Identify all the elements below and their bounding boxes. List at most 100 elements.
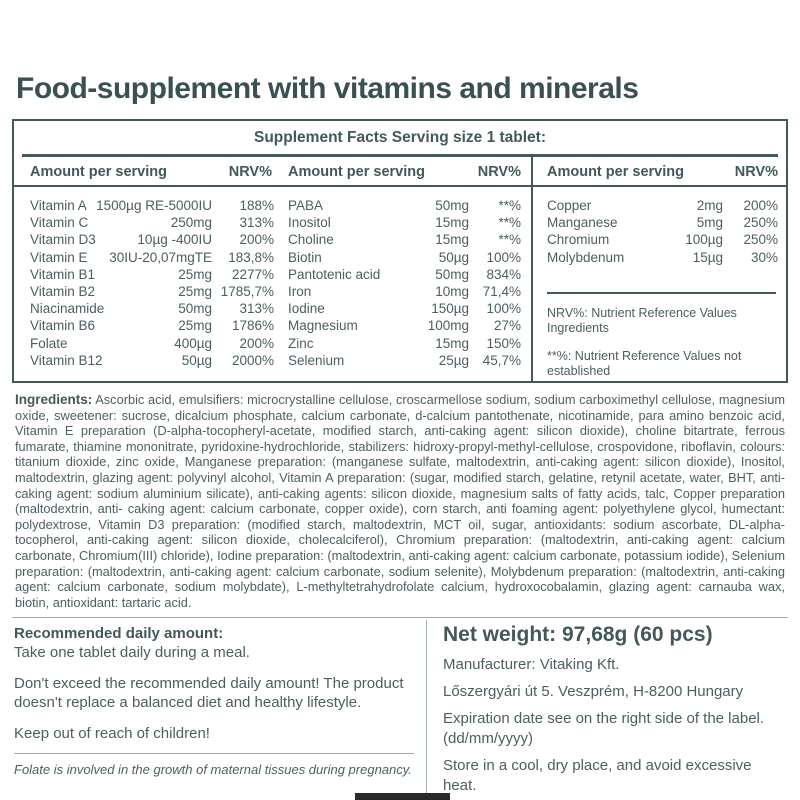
usage-column: Recommended daily amount: Take one table…: [12, 620, 426, 796]
nutrient-amount: 15mg: [435, 215, 469, 231]
facts-column-2: Amount per serving NRV% PABA 50mg **% Inosi…: [280, 157, 531, 381]
nutrient-amount: 25µg: [438, 352, 469, 368]
nutrient-amount: 50µg: [438, 249, 469, 265]
facts-column-3: Amount per serving NRV% Copper 2mg 200% Man…: [531, 157, 786, 382]
nutrient-amount: 50mg: [435, 198, 469, 213]
product-info-column: Net weight: 97,68g (60 pcs) Manufacturer…: [426, 620, 788, 797]
nutrient-amount: 50mg: [435, 266, 469, 282]
nutrient-row: Iron 10mg 71,4%: [280, 283, 531, 300]
amount-per-serving-header: Amount per serving: [547, 164, 684, 180]
nutrient-name: Chromium: [547, 232, 610, 248]
nutrient-amount: 15µg: [692, 249, 723, 265]
nutrient-nrv: 313%: [239, 301, 274, 317]
nutrient-amount: 5mg: [696, 215, 723, 231]
nutrient-nrv: 1785,7%: [220, 284, 274, 300]
nutrient-row: Pantotenic acid 50mg 834%: [280, 266, 531, 283]
nutrient-nrv: 30%: [750, 249, 778, 265]
nutrient-amount: 10mg: [435, 284, 469, 300]
nutrient-name: Vitamin B6: [30, 318, 96, 334]
nutrient-name: Niacinamide: [30, 301, 105, 317]
nutrient-row: Inositol 15mg **%: [280, 214, 531, 231]
nutrient-row: Vitamin B12 50µg 2000%: [14, 352, 280, 369]
bottom-section: Recommended daily amount: Take one table…: [12, 620, 788, 797]
page-title: Food-supplement with vitamins and minera…: [16, 72, 639, 105]
nutrient-row: Vitamin B2 25mg 1785,7%: [14, 283, 280, 300]
nutrient-row: Vitamin E 30IU-20,07mgTE 183,8%: [14, 249, 280, 266]
ingredients-paragraph: Ingredients: Ascorbic acid, emulsifiers:…: [15, 392, 785, 610]
nutrient-amount: 25mg: [178, 284, 212, 300]
nutrient-nrv: 27%: [493, 318, 521, 334]
nutrient-amount: 400µg: [174, 335, 212, 351]
nutrient-rows: Vitamin A 1500µg RE-5000IU 188% Vitamin C 25…: [14, 187, 280, 381]
facts-heading: Supplement Facts Serving size 1 tablet:: [254, 129, 546, 146]
expiration-note: Expiration date see on the right side of…: [443, 710, 765, 728]
nutrient-nrv: 250%: [743, 215, 778, 231]
nutrient-name: Vitamin C: [30, 215, 89, 231]
nutrient-amount: 50µg: [181, 352, 212, 368]
manufacturer: Manufacturer: Vitaking Kft.: [443, 656, 620, 674]
nutrient-amount: 15mg: [435, 335, 469, 351]
folate-note: Folate is involved in the growth of mate…: [14, 762, 412, 778]
nutrient-row: Zinc 15mg 150%: [280, 335, 531, 352]
nutrient-nrv: 100%: [486, 249, 521, 265]
nutrient-name: Manganese: [547, 215, 618, 231]
section-divider: [12, 617, 788, 619]
supplement-facts-table: Supplement Facts Serving size 1 tablet: …: [12, 119, 788, 384]
storage-note: Store in a cool, dry place, and avoid ex…: [443, 757, 752, 795]
nutrient-name: Zinc: [288, 335, 314, 351]
nutrient-row: Chromium 100µg 250%: [533, 231, 786, 248]
nutrient-name: Molybdenum: [547, 249, 625, 265]
nutrient-row: Magnesium 100mg 27%: [280, 317, 531, 334]
nutrient-amount: 100mg: [427, 318, 469, 334]
nutrient-name: Vitamin A: [30, 198, 87, 213]
nutrient-name: Biotin: [288, 249, 322, 265]
nutrient-row: Selenium 25µg 45,7%: [280, 352, 531, 369]
warning-text: Don't exceed the recommended daily amoun…: [14, 674, 404, 712]
ingredients-text: Ascorbic acid, emulsifiers: microcrystal…: [15, 392, 785, 610]
nutrient-row: Biotin 50µg 100%: [280, 249, 531, 266]
nutrient-nrv: **%: [498, 198, 521, 213]
nutrient-nrv: 45,7%: [482, 352, 521, 368]
nutrient-nrv: 71,4%: [482, 284, 521, 300]
nutrient-name: Iron: [288, 284, 312, 300]
facts-grid: Amount per serving NRV% Vitamin A 1500µg …: [14, 157, 786, 382]
nutrient-row: Copper 2mg 200%: [533, 197, 786, 214]
facts-column-1: Amount per serving NRV% Vitamin A 1500µg …: [14, 157, 280, 381]
nutrient-nrv: 200%: [239, 335, 274, 351]
nutrient-name: Inositol: [288, 215, 331, 231]
nrv-note: NRV%: Nutrient Reference Values Ingredie…: [547, 305, 737, 336]
nutrient-amount: 25mg: [178, 318, 212, 334]
nutrient-name: Vitamin B1: [30, 266, 96, 282]
nrv-header: NRV%: [228, 164, 272, 180]
nrv-header: NRV%: [477, 164, 521, 180]
nutrient-row: Iodine 150µg 100%: [280, 300, 531, 317]
nutrient-row: Choline 15mg **%: [280, 231, 531, 248]
nutrient-amount: 50mg: [178, 301, 212, 317]
nutrient-nrv: 313%: [239, 215, 274, 231]
column-header: Amount per serving NRV%: [280, 157, 531, 187]
nutrient-row: Vitamin B6 25mg 1786%: [14, 317, 280, 334]
nutrient-nrv: 2277%: [231, 266, 274, 282]
column-header: Amount per serving NRV%: [533, 157, 786, 187]
notes-rule: [547, 291, 776, 294]
nutrient-amount: 1500µg RE-5000IU: [96, 198, 212, 213]
asterisk-note: **%: Nutrient Reference Values not estab…: [547, 348, 742, 379]
nutrient-nrv: 200%: [239, 232, 274, 248]
nutrient-name: Vitamin B2: [30, 284, 96, 300]
nutrient-nrv: **%: [498, 215, 521, 231]
nutrient-name: Copper: [547, 198, 592, 213]
nutrient-nrv: 100%: [486, 301, 521, 317]
amount-per-serving-header: Amount per serving: [30, 164, 167, 180]
nutrient-amount: 250mg: [170, 215, 212, 231]
manufacturer-address: Lőszergyári út 5. Veszprém, H-8200 Hunga…: [443, 683, 744, 701]
nutrient-name: Magnesium: [288, 318, 358, 334]
nutrient-name: Vitamin E: [30, 249, 88, 265]
net-weight: Net weight: 97,68g (60 pcs): [443, 623, 713, 647]
dose-text: Take one tablet daily during a meal.: [14, 644, 250, 662]
column-header: Amount per serving NRV%: [14, 157, 280, 187]
nutrient-name: Selenium: [288, 352, 345, 368]
nutrient-name: Folate: [30, 335, 68, 351]
thick-rule: [22, 154, 778, 157]
ingredients-label: Ingredients:: [15, 392, 93, 408]
nutrient-row: Vitamin C 250mg 313%: [14, 214, 280, 231]
